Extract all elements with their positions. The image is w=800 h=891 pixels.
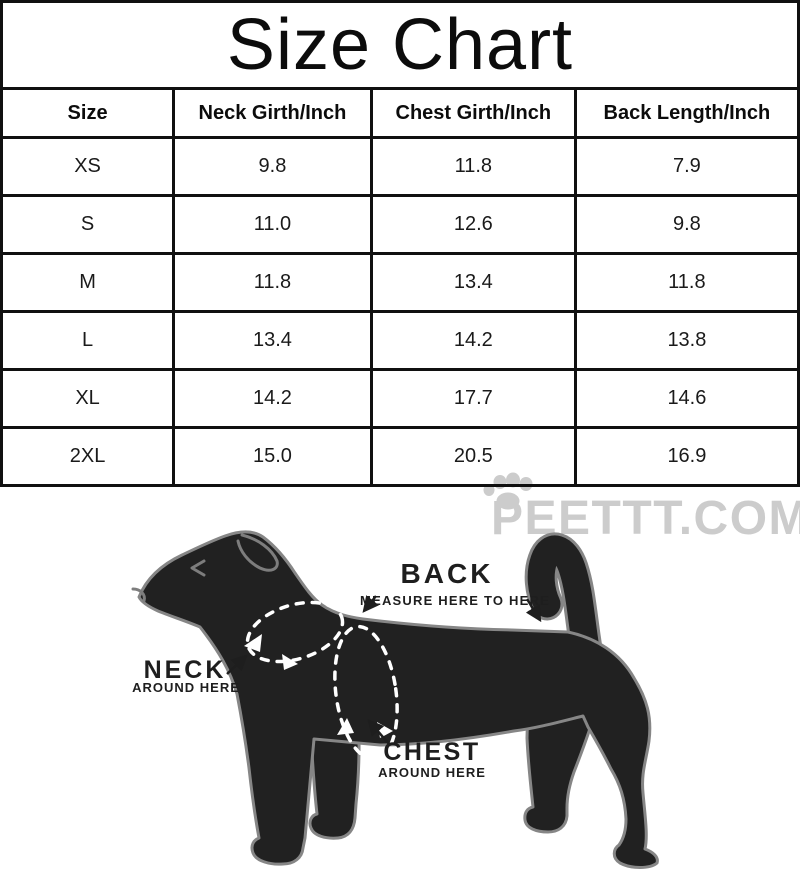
title-row: Size Chart xyxy=(0,0,800,90)
size-cell: XL xyxy=(0,368,176,429)
column-header-back-length: Back Length/Inch xyxy=(573,87,800,139)
table-header-row: Size Neck Girth/Inch Chest Girth/Inch Ba… xyxy=(0,87,800,139)
table-row: S 11.0 12.6 9.8 xyxy=(0,194,800,255)
chest-girth-cell: 13.4 xyxy=(369,252,577,313)
back-length-cell: 14.6 xyxy=(573,368,800,429)
neck-girth-cell: 14.2 xyxy=(172,368,373,429)
size-cell: M xyxy=(0,252,176,313)
size-cell: 2XL xyxy=(0,426,176,487)
neck-girth-cell: 9.8 xyxy=(172,136,373,197)
chest-girth-cell: 11.8 xyxy=(369,136,577,197)
table-row: L 13.4 14.2 13.8 xyxy=(0,310,800,371)
chest-girth-cell: 12.6 xyxy=(369,194,577,255)
back-length-cell: 13.8 xyxy=(573,310,800,371)
table-row: M 11.8 13.4 11.8 xyxy=(0,252,800,313)
back-length-cell: 11.8 xyxy=(573,252,800,313)
column-header-chest-girth: Chest Girth/Inch xyxy=(369,87,577,139)
chest-girth-cell: 14.2 xyxy=(369,310,577,371)
neck-girth-cell: 11.0 xyxy=(172,194,373,255)
size-cell: L xyxy=(0,310,176,371)
neck-girth-cell: 15.0 xyxy=(172,426,373,487)
size-chart-table: Size Chart Size Neck Girth/Inch Chest Gi… xyxy=(0,0,800,487)
back-length-cell: 9.8 xyxy=(573,194,800,255)
chest-girth-cell: 17.7 xyxy=(369,368,577,429)
table-row: XL 14.2 17.7 14.6 xyxy=(0,368,800,429)
column-header-neck-girth: Neck Girth/Inch xyxy=(172,87,373,139)
page-title: Size Chart xyxy=(0,0,800,90)
size-chart: Size Chart Size Neck Girth/Inch Chest Gi… xyxy=(0,0,800,487)
size-cell: XS xyxy=(0,136,176,197)
size-cell: S xyxy=(0,194,176,255)
table-row: XS 9.8 11.8 7.9 xyxy=(0,136,800,197)
watermark-text: PEETTT.COM xyxy=(491,492,800,545)
back-length-cell: 7.9 xyxy=(573,136,800,197)
column-header-size: Size xyxy=(0,87,176,139)
table-row: 2XL 15.0 20.5 16.9 xyxy=(0,426,800,487)
chest-girth-cell: 20.5 xyxy=(369,426,577,487)
neck-girth-cell: 13.4 xyxy=(172,310,373,371)
neck-girth-cell: 11.8 xyxy=(172,252,373,313)
back-length-cell: 16.9 xyxy=(573,426,800,487)
